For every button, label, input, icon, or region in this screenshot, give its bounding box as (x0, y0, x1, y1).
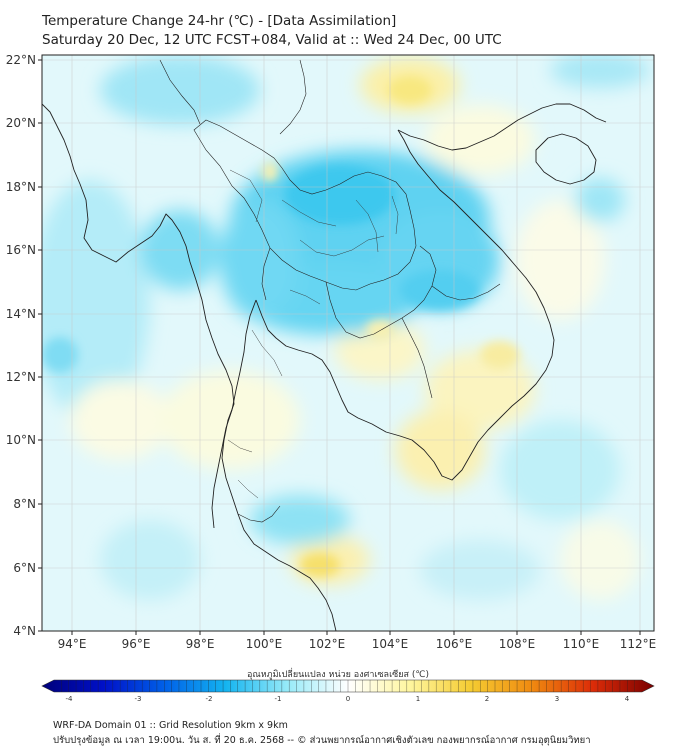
lat-label-18n: 18°N (6, 180, 36, 194)
footer-line-2: ปรับปรุงข้อมูล ณ เวลา 19:00น. วัน ส. ที่… (53, 735, 591, 746)
colorbar-tick-1: 1 (416, 695, 420, 703)
lon-label-110e: 110°E (563, 637, 600, 651)
lat-label-12n: 12°N (6, 370, 36, 384)
colorbar-segments (61, 680, 635, 692)
footer-line-1: WRF-DA Domain 01 :: Grid Resolution 9km … (53, 720, 288, 731)
lat-axis: 22°N 20°N 18°N 16°N 14°N 12°N 10°N 8°N 6… (6, 53, 42, 638)
lon-axis: 94°E 96°E 98°E 100°E 102°E 104°E 106°E 1… (58, 631, 657, 651)
country-borders (159, 59, 501, 523)
province-borders (227, 169, 399, 499)
field-cores (42, 76, 520, 577)
colorbar-tick-2: 2 (485, 695, 489, 703)
colorbar-tick-neg4: -4 (66, 695, 74, 703)
colorbar-tick-neg1: -1 (275, 695, 282, 703)
colorbar-tick-neg3: -3 (135, 695, 142, 703)
lat-label-16n: 16°N (6, 243, 36, 257)
colorbar-tick-neg2: -2 (206, 695, 213, 703)
lat-label-8n: 8°N (13, 497, 36, 511)
lon-label-100e: 100°E (246, 637, 283, 651)
lon-label-102e: 102°E (309, 637, 346, 651)
lat-label-14n: 14°N (6, 307, 36, 321)
lon-label-94e: 94°E (58, 637, 87, 651)
lon-label-112e: 112°E (620, 637, 657, 651)
chart-title: Temperature Change 24-hr (℃) - [Data Ass… (42, 12, 502, 50)
colorbar-tick-4: 4 (625, 695, 630, 703)
colorbar: -4 -3 -2 -1 0 1 2 3 4 (41, 679, 655, 703)
title-line-2: Saturday 20 Dec, 12 UTC FCST+084, Valid … (42, 32, 502, 48)
footer: WRF-DA Domain 01 :: Grid Resolution 9km … (53, 718, 591, 748)
lon-label-108e: 108°E (499, 637, 536, 651)
coastlines (42, 103, 607, 631)
lon-label-106e: 106°E (436, 637, 473, 651)
colorbar-title: อุณหภูมิเปลี่ยนแปลง หน่วย องศาเซลเซียส (… (246, 670, 430, 680)
title-line-1: Temperature Change 24-hr (℃) - [Data Ass… (42, 13, 397, 29)
colorbar-ticks: -4 -3 -2 -1 0 1 2 3 4 (66, 695, 630, 703)
lat-label-4n: 4°N (13, 624, 36, 638)
colorbar-tick-3: 3 (555, 695, 559, 703)
lon-label-98e: 98°E (186, 637, 215, 651)
lat-label-10n: 10°N (6, 433, 36, 447)
lon-label-104e: 104°E (372, 637, 409, 651)
temperature-field (42, 55, 654, 631)
lat-label-20n: 20°N (6, 116, 36, 130)
lat-label-22n: 22°N (6, 53, 36, 67)
lat-label-6n: 6°N (13, 561, 36, 575)
colorbar-tick-0: 0 (346, 695, 350, 703)
map-frame (41, 54, 655, 632)
lon-label-96e: 96°E (122, 637, 151, 651)
